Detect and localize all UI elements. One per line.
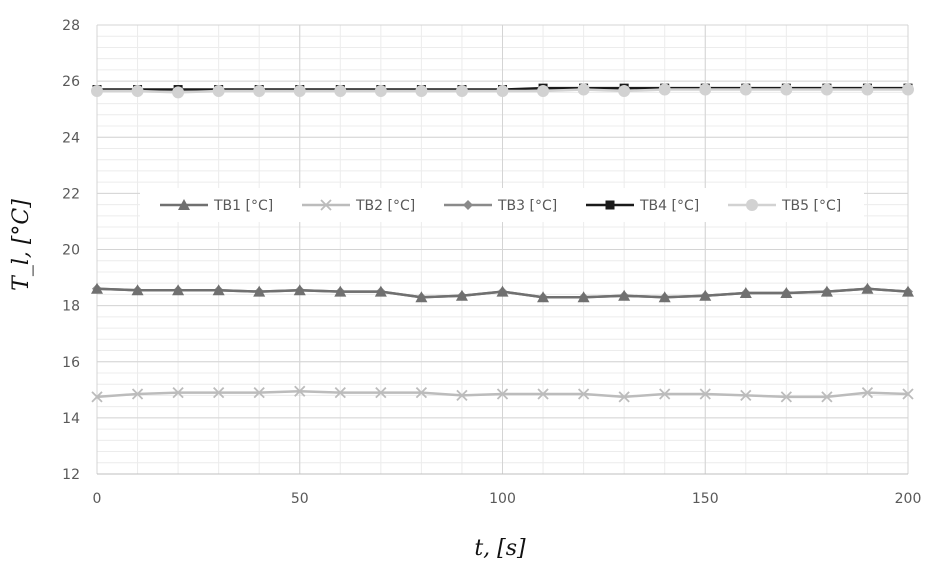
legend-label: TB1 [°C] — [213, 198, 273, 214]
data-point — [132, 85, 144, 97]
data-point — [821, 84, 833, 96]
axis-titles: t, [s] T_l, [°C] — [9, 199, 526, 561]
data-point — [578, 84, 590, 96]
data-point — [659, 84, 671, 96]
data-point — [618, 85, 630, 97]
x-tick-label: 0 — [93, 491, 102, 507]
data-point — [537, 85, 549, 97]
y-tick-label: 20 — [62, 243, 80, 259]
data-point — [375, 85, 387, 97]
legend-label: TB2 [°C] — [355, 198, 415, 214]
y-tick-label: 14 — [62, 411, 80, 427]
data-point — [740, 84, 752, 96]
y-tick-label: 28 — [62, 18, 80, 34]
legend-swatch-marker — [606, 201, 615, 210]
x-axis-title: t, [s] — [474, 536, 526, 561]
x-tick-label: 150 — [692, 491, 719, 507]
legend-swatch-marker — [746, 199, 758, 211]
y-tick-label: 16 — [62, 355, 80, 371]
y-tick-label: 18 — [62, 299, 80, 315]
data-point — [253, 85, 265, 97]
x-axis: 0 50 100 150 200 — [93, 474, 922, 507]
legend: TB1 [°C] TB2 [°C] TB3 [°C] TB4 [°C] TB5 [°C] — [140, 188, 864, 222]
legend-label: TB4 [°C] — [639, 198, 699, 214]
y-axis-title: T_l, [°C] — [9, 199, 34, 291]
data-point — [334, 85, 346, 97]
y-tick-label: 22 — [62, 186, 80, 202]
data-point — [861, 84, 873, 96]
x-tick-label: 100 — [489, 491, 516, 507]
data-point — [456, 85, 468, 97]
data-point — [415, 85, 427, 97]
x-tick-label: 50 — [291, 491, 309, 507]
x-tick-label: 200 — [895, 491, 922, 507]
y-tick-label: 12 — [62, 467, 80, 483]
legend-label: TB5 [°C] — [781, 198, 841, 214]
data-point — [172, 86, 184, 98]
data-point — [213, 85, 225, 97]
data-point — [294, 85, 306, 97]
data-point — [902, 84, 914, 96]
y-tick-label: 24 — [62, 130, 80, 146]
data-point — [497, 85, 509, 97]
data-point — [780, 84, 792, 96]
y-axis: 12 14 16 18 20 22 24 26 28 — [62, 18, 80, 483]
data-point — [699, 84, 711, 96]
legend-label: TB3 [°C] — [497, 198, 557, 214]
data-point — [91, 85, 103, 97]
y-tick-label: 26 — [62, 74, 80, 90]
